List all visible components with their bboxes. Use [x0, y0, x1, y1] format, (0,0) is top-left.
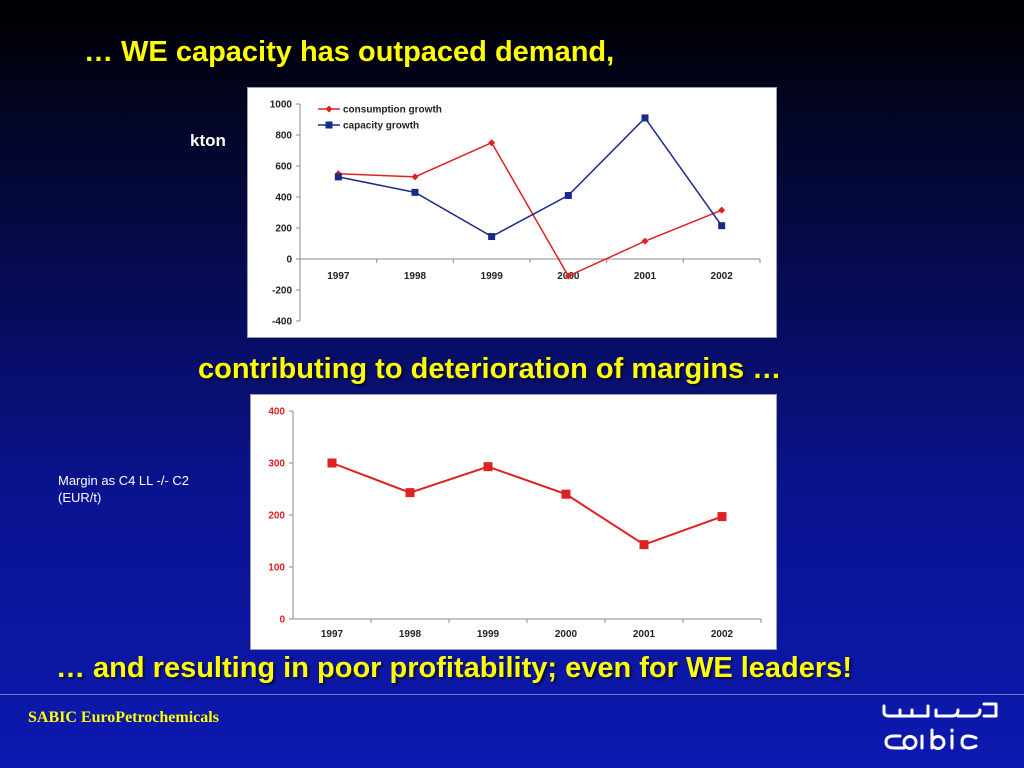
capacity-consumption-chart-svg: 1000 800 600 400 200 0 -200 -400 1997 1998 1999 200… — [270, 100, 761, 328]
data-point — [717, 512, 727, 522]
series-line-0 — [331, 462, 723, 546]
margin-chart: 400 300 200 100 0 1997 1998 1999 2000 2001 2002 — [250, 394, 777, 650]
x-tick-label: 2002 — [711, 629, 734, 640]
unit-label-kton: kton — [190, 131, 226, 150]
x-tick-label: 2002 — [711, 271, 734, 282]
x-tick-label: 1999 — [477, 629, 500, 640]
data-point — [411, 188, 419, 196]
x-tick-label: 2000 — [555, 629, 578, 640]
footer-divider — [0, 694, 1024, 695]
heading-poor-profitability: … and resulting in poor profitability; e… — [56, 652, 852, 684]
y-tick-label: 800 — [275, 131, 292, 142]
heading-margin-deterioration: contributing to deterioration of margins… — [198, 353, 782, 385]
data-point — [334, 173, 342, 181]
y-tick-label: 600 — [275, 162, 292, 173]
y-tick-label: 200 — [275, 224, 292, 235]
y-tick-label: 0 — [279, 615, 285, 626]
y-tick-label: -200 — [272, 286, 292, 297]
y-tick-label: 200 — [268, 511, 285, 522]
margin-chart-svg: 400 300 200 100 0 1997 1998 1999 2000 2001 2002 — [268, 407, 762, 640]
x-tick-label: 1997 — [321, 629, 344, 640]
y-tick-label: 300 — [268, 459, 285, 470]
x-tick-label: 2001 — [634, 271, 657, 282]
data-point — [564, 272, 572, 280]
y-tick-label: 0 — [286, 255, 292, 266]
legend-marker — [325, 121, 333, 129]
data-point — [718, 222, 726, 230]
x-tick-label: 1998 — [399, 629, 422, 640]
x-tick-label: 1999 — [481, 271, 504, 282]
series-line-0 — [338, 141, 722, 278]
data-point — [641, 114, 649, 122]
data-point — [641, 237, 649, 245]
legend-label: capacity growth — [343, 121, 419, 132]
data-point — [405, 488, 415, 498]
y-tick-label: 400 — [275, 193, 292, 204]
x-tick-label: 1998 — [404, 271, 427, 282]
y-tick-label: -400 — [272, 317, 292, 328]
data-point — [483, 462, 493, 472]
unit-label-margin-line2: (EUR/t) — [58, 490, 102, 505]
x-tick-label: 1997 — [327, 271, 350, 282]
y-tick-label: 400 — [268, 407, 285, 418]
data-point — [488, 139, 496, 147]
capacity-consumption-chart: 1000 800 600 400 200 0 -200 -400 1997 1998 1999 200… — [247, 87, 777, 338]
data-point — [327, 458, 337, 468]
unit-label-margin: Margin as C4 LL -/- C2 (EUR/t) — [58, 472, 248, 506]
unit-label-margin-line1: Margin as C4 LL -/- C2 — [58, 473, 190, 488]
legend-label: consumption growth — [343, 105, 442, 116]
data-point — [718, 206, 726, 214]
series-line-1 — [338, 116, 723, 238]
y-tick-label: 100 — [268, 563, 285, 574]
x-tick-label: 2001 — [633, 629, 656, 640]
y-tick-label: 1000 — [270, 100, 293, 111]
data-point — [639, 540, 649, 550]
data-point — [488, 233, 496, 241]
footer-brand-text: SABIC EuroPetrochemicals — [28, 709, 219, 726]
data-point — [561, 489, 571, 499]
data-point — [411, 173, 419, 181]
sabic-logo-icon — [882, 702, 998, 750]
data-point — [564, 191, 572, 199]
legend-marker — [325, 105, 333, 113]
heading-capacity-demand: … WE capacity has outpaced demand, — [84, 36, 615, 68]
